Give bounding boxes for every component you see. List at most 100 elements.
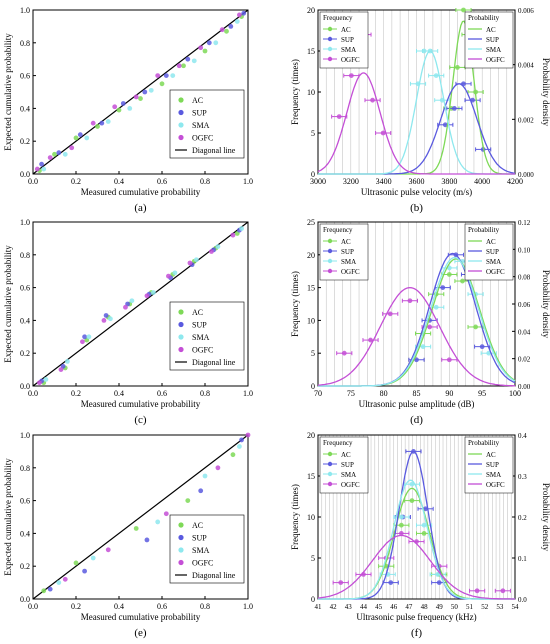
y-tick-label: 0.2	[20, 349, 30, 358]
legend-label: SMA	[192, 333, 210, 342]
y-tick-label: 0.6	[20, 497, 30, 506]
panel-label: (d)	[410, 414, 423, 426]
sma-point	[234, 19, 240, 24]
sma-point	[409, 481, 415, 487]
x-tick-label: 44	[360, 603, 368, 611]
sup-point	[239, 437, 244, 443]
legend-marker-sma	[327, 258, 333, 264]
legend-label: OGFC	[486, 481, 505, 489]
sma-point	[237, 444, 242, 449]
ac-point	[138, 96, 143, 101]
ac-point	[224, 28, 229, 34]
legend-label: OGFC	[192, 346, 213, 355]
y-axis-label: Frequency (times)	[290, 271, 300, 337]
panel-3: 70 75 80 85 90 95 100 0 5 10 15 20 25 0.00 0.02 0.04 0.0…	[290, 218, 550, 426]
legend-marker-sup	[327, 36, 333, 42]
panel-label: (c)	[134, 414, 147, 426]
legend-title: Probability	[468, 226, 500, 234]
ogfc-point	[215, 465, 221, 471]
legend-marker-ac	[327, 451, 333, 457]
x-tick-label: 0.0	[28, 602, 38, 611]
legend-marker-ogfc	[178, 134, 184, 141]
x-tick-label: 3400	[376, 177, 392, 186]
x-axis-label: Ultrasonic pulse frequency (kHz)	[356, 612, 476, 622]
y2-tick-label: 0.08	[518, 274, 531, 282]
panel-1: 3000 3200 3400 3600 3800 4000 4200 0 5 10 15 20 0.00…	[290, 6, 550, 214]
y-tick-label: 15	[307, 47, 315, 56]
sup-point	[185, 56, 191, 62]
plot-frame	[32, 434, 249, 600]
density-curve-ogfc	[317, 534, 515, 600]
ogfc-point	[368, 337, 373, 343]
ogfc-point	[90, 120, 96, 126]
y-tick-label: 0.4	[20, 104, 30, 113]
density-curve-sma	[318, 479, 515, 600]
density-curve-ogfc	[317, 286, 515, 387]
legend-marker-ogfc	[178, 559, 184, 566]
panel-5: 41 42 43 44 45 46 47 48 49 50 51 52 53 54 0 5 10 15 20 0.0 0…	[290, 431, 550, 639]
ogfc-point	[58, 367, 64, 372]
ogfc-point	[144, 293, 150, 299]
sup-point	[479, 344, 485, 350]
panel-label: (f)	[411, 627, 422, 639]
legend-marker-ac	[327, 238, 333, 244]
x-tick-label: 3200	[343, 177, 359, 186]
x-tick-label: 70	[314, 389, 322, 398]
ogfc-point	[336, 114, 342, 119]
legend-label: SMA	[486, 471, 501, 479]
sup-point	[99, 120, 105, 126]
sma-point	[433, 73, 439, 78]
ogfc-point	[112, 104, 118, 110]
sma-point	[151, 290, 156, 295]
legend-label: SUP	[192, 321, 207, 330]
x-tick-label: 95	[478, 389, 486, 398]
legend-title: Frequency	[323, 226, 353, 234]
sup-point	[442, 122, 448, 128]
y-axis-label: Frequency (times)	[290, 484, 300, 550]
sup-point	[103, 313, 109, 318]
ogfc-point	[62, 576, 68, 582]
y-tick-label: 0.2	[20, 562, 30, 571]
y-tick-label: 20	[307, 431, 315, 440]
ogfc-point	[123, 304, 128, 310]
legend-marker-sma	[178, 547, 184, 553]
legend-label: AC	[486, 26, 496, 34]
legend-marker-sma	[327, 46, 333, 52]
ogfc-point	[380, 130, 386, 136]
legend-label: AC	[341, 26, 351, 34]
y-tick-label: 0	[311, 595, 315, 604]
sup-point	[198, 488, 204, 494]
y2-tick-label: 0.10	[518, 246, 531, 254]
x-tick-label: 42	[330, 603, 338, 611]
y-tick-label: 1.0	[20, 431, 30, 440]
ac-point	[455, 65, 460, 70]
y2-tick-label: 0.0	[518, 596, 527, 604]
sup-point	[56, 150, 62, 156]
sma-point	[194, 257, 199, 263]
panel-label: (e)	[134, 627, 147, 639]
sup-point	[77, 132, 83, 138]
ac-point	[460, 278, 465, 284]
legend-label: AC	[486, 238, 496, 246]
legend-marker-ogfc	[327, 481, 333, 487]
sup-point	[82, 334, 87, 340]
ac-point	[41, 588, 47, 594]
ogfc-point	[348, 73, 354, 78]
sup-point	[144, 537, 150, 543]
x-tick-label: 49	[436, 603, 444, 611]
sma-point	[129, 298, 135, 304]
panel-label: (a)	[134, 202, 147, 214]
ogfc-point	[163, 511, 169, 517]
ogfc-point	[338, 580, 344, 585]
ogfc-point	[370, 97, 375, 103]
legend-label: AC	[486, 451, 496, 459]
ac-point	[52, 151, 57, 157]
x-tick-label: 3800	[441, 177, 457, 186]
y-tick-label: 0.0	[20, 382, 30, 391]
sup-point	[388, 580, 394, 585]
ogfc-point	[37, 380, 42, 386]
x-tick-label: 100	[509, 389, 521, 398]
legend-label: SUP	[486, 248, 499, 256]
plot-frame	[32, 221, 249, 387]
y-tick-label: 0.2	[20, 137, 30, 146]
